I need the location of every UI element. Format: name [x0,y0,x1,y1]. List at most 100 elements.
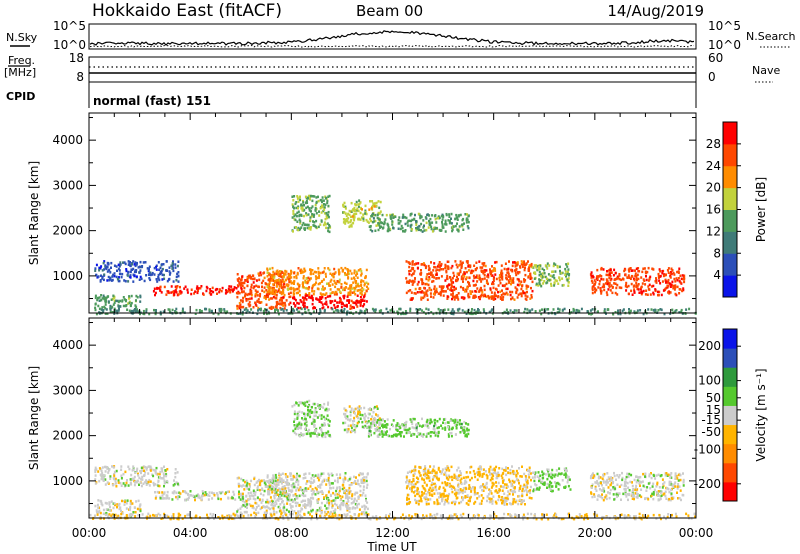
velocity-cell [473,502,476,505]
power-cell [435,277,438,280]
power-cell [591,288,594,292]
velocity-cell [252,491,255,494]
power-cell [666,269,669,272]
power-cell [342,295,345,298]
velocity-cell [299,401,302,405]
power-cell [267,278,270,282]
power-cell [594,288,597,291]
nsky-tick-top: 10^5 [53,19,86,33]
power-cell [104,299,107,303]
power-cell [345,218,348,221]
power-cell [168,277,171,281]
power-cell [308,292,311,295]
velocity-cell [122,472,125,476]
power-cell [288,303,291,306]
power-cell [465,218,468,222]
power-cell [392,310,395,314]
power-cell [280,282,283,285]
freq-tick-top: 18 [69,51,84,65]
power-cell [278,287,281,291]
power-cell [159,310,162,314]
power-cell [473,296,476,299]
velocity-cell [295,401,298,404]
power-cell [139,300,142,303]
power-cell [320,280,323,283]
power-cell [447,267,450,271]
velocity-cell [117,479,120,482]
velocity-cell [319,404,322,407]
velocity-cell [295,432,298,436]
velocity-cell [344,496,347,500]
power-cell [300,204,303,207]
power-cell [640,286,643,289]
power-cell [559,269,561,273]
power-cell [330,278,333,282]
power-cell [389,309,392,312]
velocity-cell [166,496,169,500]
velocity-cell [362,510,365,514]
velocity-cell [120,484,123,487]
power-cell [171,267,174,270]
power-cell [467,294,470,297]
power-cell [473,264,476,267]
velocity-cell [408,480,411,484]
power-cell [483,310,486,313]
velocity-cell [366,473,369,476]
velocity-cell [288,498,291,502]
power-cell [489,268,491,271]
velocity-cell [337,491,340,495]
power-cell [296,197,299,200]
power-cell [523,260,525,263]
power-cell [609,275,612,278]
power-cell [320,293,323,297]
power-cell [301,296,304,299]
power-cell [333,272,336,275]
power-cell [476,280,479,283]
power-cell [516,263,519,266]
power-cell [623,269,626,273]
velocity-cell [377,414,380,418]
power-cell [357,269,360,272]
velocity-cell [294,501,297,504]
velocity-cell [138,505,141,508]
power-cell [440,229,443,232]
power-cell [501,278,504,281]
power-cell [536,265,539,268]
power-cell [420,291,423,294]
power-cell [405,216,408,220]
power-cell [409,213,412,216]
velocity-cell [124,484,127,487]
velocity-cell [248,494,251,498]
power-cell [409,309,412,313]
power-cell [353,269,356,272]
velocity-cell [302,403,305,406]
power-cell [451,228,454,231]
velocity-cell [274,488,277,491]
velocity-cell [296,501,299,505]
power-cell [359,292,362,295]
power-cell [294,304,297,307]
velocity-cell [105,508,108,511]
velocity-cell [109,477,112,480]
power-cell [624,268,627,271]
power-cell [607,281,610,284]
power-cell [453,310,456,313]
power-cell [455,294,458,298]
power-cell [141,265,144,268]
power-cell [410,229,413,232]
velocity-cell [288,493,291,497]
power-cell [506,293,509,296]
power-cell [608,276,611,280]
power-cell [499,281,502,285]
power-cell [458,225,461,228]
power-cell [324,223,327,226]
power-cell [410,291,413,294]
velocity-cell [327,401,330,404]
velocity-cell [511,502,514,506]
power-cell [313,290,316,293]
velocity-cell [354,491,357,495]
power-cell [670,267,673,270]
velocity-cell [420,499,423,503]
power-cell [398,307,401,311]
power-cell [333,293,336,296]
